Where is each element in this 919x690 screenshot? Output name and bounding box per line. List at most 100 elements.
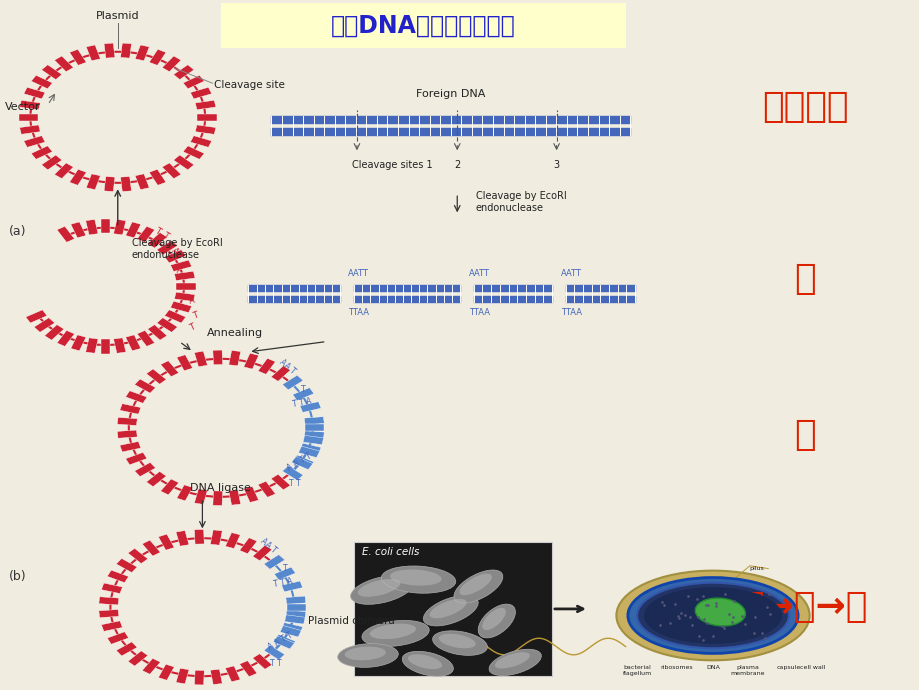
Text: DNA ligase: DNA ligase — [190, 484, 251, 493]
Polygon shape — [57, 226, 74, 242]
Text: T T A: T T A — [273, 576, 293, 589]
Polygon shape — [183, 146, 204, 159]
Polygon shape — [147, 324, 167, 340]
Ellipse shape — [453, 570, 503, 603]
Polygon shape — [174, 65, 194, 79]
Ellipse shape — [643, 587, 781, 644]
Polygon shape — [128, 651, 148, 666]
Polygon shape — [176, 668, 188, 684]
Polygon shape — [286, 596, 306, 604]
Polygon shape — [126, 335, 141, 351]
Polygon shape — [229, 351, 241, 366]
Polygon shape — [31, 75, 52, 89]
Text: T: T — [192, 310, 199, 321]
Polygon shape — [86, 45, 100, 61]
Ellipse shape — [478, 604, 515, 638]
Polygon shape — [41, 65, 62, 79]
Polygon shape — [113, 219, 126, 235]
Text: T T: T T — [289, 480, 300, 489]
Ellipse shape — [345, 647, 385, 660]
Polygon shape — [161, 361, 178, 377]
Text: A: A — [169, 246, 179, 256]
Polygon shape — [34, 317, 55, 333]
Ellipse shape — [438, 633, 475, 649]
Polygon shape — [264, 555, 284, 569]
Polygon shape — [137, 331, 154, 346]
Polygon shape — [57, 331, 74, 346]
Polygon shape — [304, 431, 324, 439]
Polygon shape — [176, 485, 192, 501]
Polygon shape — [41, 155, 62, 170]
Polygon shape — [212, 491, 222, 506]
Polygon shape — [279, 626, 301, 637]
Polygon shape — [287, 604, 306, 611]
Polygon shape — [104, 43, 115, 58]
Text: AATT: AATT — [561, 269, 582, 278]
Polygon shape — [274, 567, 295, 580]
Polygon shape — [300, 402, 321, 413]
Text: Vector: Vector — [5, 102, 40, 112]
Text: Cleavage by EcoRI
endonuclease: Cleavage by EcoRI endonuclease — [475, 191, 566, 213]
Ellipse shape — [407, 654, 442, 669]
Text: Cleavage by EcoRI
endonuclease: Cleavage by EcoRI endonuclease — [131, 238, 222, 259]
Polygon shape — [158, 534, 174, 550]
Polygon shape — [281, 581, 302, 592]
Text: (b): (b) — [9, 570, 27, 582]
Text: plasma
membrane: plasma membrane — [730, 665, 765, 676]
Text: T: T — [187, 322, 196, 333]
Polygon shape — [113, 338, 126, 353]
Polygon shape — [286, 610, 306, 618]
Polygon shape — [271, 474, 290, 490]
Text: Foreign DNA: Foreign DNA — [415, 90, 485, 99]
Polygon shape — [190, 136, 211, 148]
Ellipse shape — [423, 595, 478, 626]
Text: TTAA: TTAA — [347, 308, 369, 317]
Text: 重组DNA技术的基本过程: 重组DNA技术的基本过程 — [331, 14, 515, 37]
Polygon shape — [210, 669, 222, 684]
Polygon shape — [165, 250, 186, 263]
Polygon shape — [162, 163, 181, 179]
Polygon shape — [176, 531, 188, 546]
Polygon shape — [98, 609, 119, 618]
FancyBboxPatch shape — [221, 3, 625, 48]
Text: Cleavage sites 1: Cleavage sites 1 — [352, 160, 433, 170]
Polygon shape — [142, 658, 160, 674]
Polygon shape — [194, 670, 204, 685]
Polygon shape — [281, 622, 302, 633]
Polygon shape — [119, 442, 141, 452]
Text: A A T T: A A T T — [267, 631, 294, 652]
Polygon shape — [210, 530, 222, 545]
Polygon shape — [135, 174, 149, 190]
Text: Plasmid: Plasmid — [96, 11, 140, 21]
Polygon shape — [54, 56, 74, 72]
Ellipse shape — [695, 598, 744, 626]
Text: A: A — [187, 296, 196, 306]
Ellipse shape — [337, 644, 398, 667]
Ellipse shape — [402, 651, 453, 676]
Text: Plasmid chimera: Plasmid chimera — [308, 616, 394, 626]
Polygon shape — [229, 490, 241, 505]
Ellipse shape — [482, 608, 505, 630]
Polygon shape — [120, 43, 131, 58]
Polygon shape — [117, 430, 137, 438]
Text: cell wall: cell wall — [799, 665, 824, 670]
Polygon shape — [225, 533, 240, 549]
Polygon shape — [298, 446, 320, 457]
Polygon shape — [292, 455, 313, 468]
Polygon shape — [244, 486, 258, 502]
Polygon shape — [117, 417, 137, 426]
Text: capsule: capsule — [776, 665, 800, 670]
Polygon shape — [101, 583, 122, 593]
Text: E. coli cells: E. coli cells — [361, 547, 418, 557]
Ellipse shape — [390, 569, 441, 586]
Polygon shape — [108, 632, 129, 644]
Text: T  T: T T — [153, 226, 171, 242]
Text: ribosomes: ribosomes — [659, 665, 692, 670]
Polygon shape — [24, 136, 45, 148]
Text: bacterial
flagellum: bacterial flagellum — [622, 665, 652, 676]
Polygon shape — [126, 453, 147, 465]
Ellipse shape — [350, 575, 413, 604]
Text: T T: T T — [270, 659, 281, 668]
Ellipse shape — [494, 652, 529, 669]
Polygon shape — [176, 283, 196, 290]
